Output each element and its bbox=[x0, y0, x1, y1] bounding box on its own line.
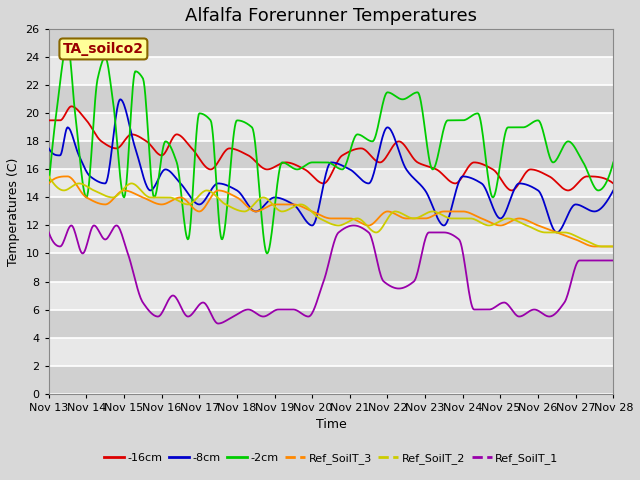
Bar bbox=[49, 113, 613, 142]
Bar bbox=[49, 142, 613, 169]
Bar bbox=[49, 57, 613, 85]
Bar bbox=[49, 85, 613, 113]
Bar bbox=[49, 281, 613, 310]
Text: TA_soilco2: TA_soilco2 bbox=[63, 42, 144, 56]
Bar bbox=[49, 197, 613, 226]
X-axis label: Time: Time bbox=[316, 418, 346, 431]
Bar bbox=[49, 226, 613, 253]
Bar bbox=[49, 366, 613, 394]
Bar bbox=[49, 169, 613, 197]
Y-axis label: Temperatures (C): Temperatures (C) bbox=[7, 157, 20, 265]
Bar bbox=[49, 337, 613, 366]
Bar bbox=[49, 310, 613, 337]
Legend: -16cm, -8cm, -2cm, Ref_SoilT_3, Ref_SoilT_2, Ref_SoilT_1: -16cm, -8cm, -2cm, Ref_SoilT_3, Ref_Soil… bbox=[99, 448, 563, 468]
Title: Alfalfa Forerunner Temperatures: Alfalfa Forerunner Temperatures bbox=[185, 7, 477, 25]
Bar bbox=[49, 29, 613, 57]
Bar bbox=[49, 253, 613, 281]
